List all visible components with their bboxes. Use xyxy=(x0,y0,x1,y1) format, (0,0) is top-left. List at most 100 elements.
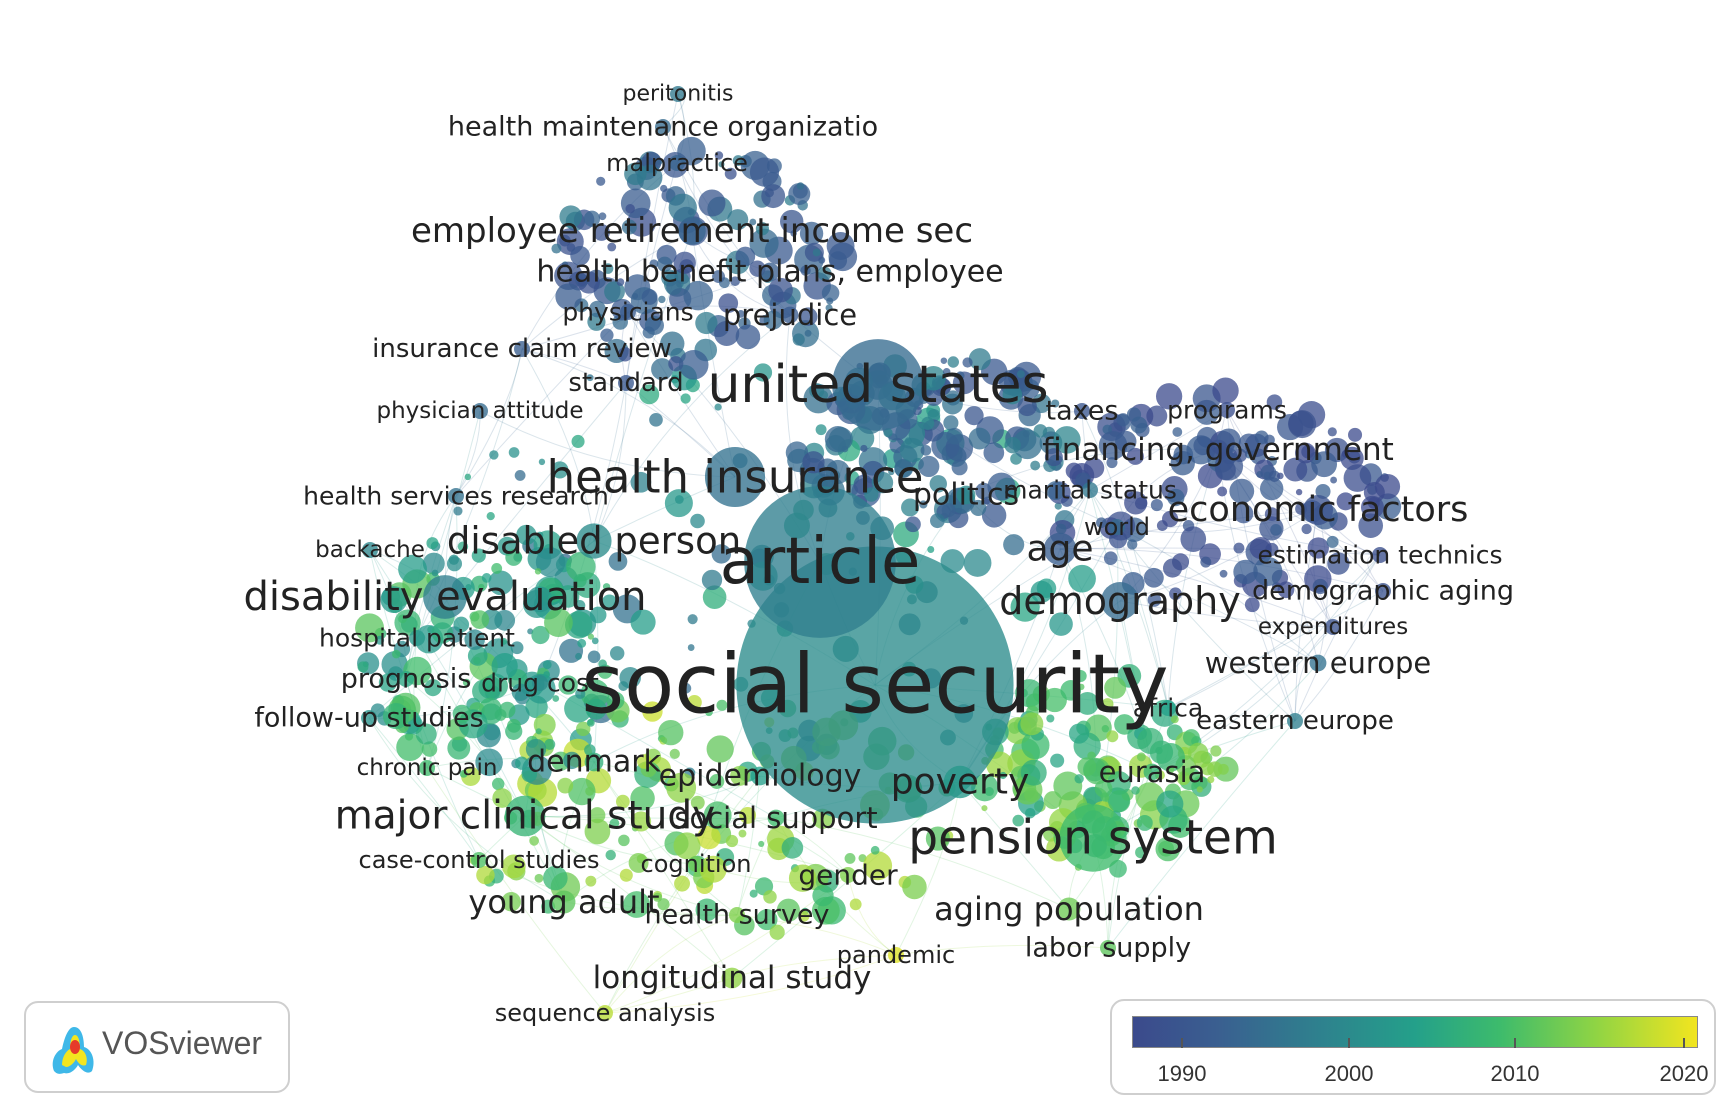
keyword-label[interactable]: gender xyxy=(798,858,898,892)
keyword-label[interactable]: chronic pain xyxy=(356,755,498,781)
keyword-label[interactable]: demographic aging xyxy=(1252,575,1514,607)
background-node xyxy=(544,738,556,750)
background-node xyxy=(394,609,421,636)
background-node xyxy=(668,193,697,222)
background-node xyxy=(963,549,992,577)
keyword-label[interactable]: malpractice xyxy=(606,149,748,177)
keyword-label[interactable]: cognition xyxy=(640,850,752,878)
background-node xyxy=(1301,523,1312,535)
scale-tick-label: 2010 xyxy=(1490,1061,1540,1086)
keyword-label[interactable]: standard xyxy=(568,368,684,398)
background-node xyxy=(714,403,722,411)
background-node xyxy=(510,641,524,655)
keyword-label[interactable]: politics xyxy=(912,477,1020,513)
link-line xyxy=(563,901,738,917)
keyword-label[interactable]: prejudice xyxy=(722,298,858,332)
keyword-label[interactable]: physicians xyxy=(562,297,694,327)
background-node xyxy=(589,300,606,318)
keyword-label[interactable]: united states xyxy=(707,355,1049,415)
background-node xyxy=(535,547,566,578)
background-node xyxy=(568,777,596,806)
background-node xyxy=(587,650,601,664)
keyword-label[interactable]: eastern europe xyxy=(1196,706,1394,736)
keyword-label[interactable]: poverty xyxy=(890,761,1030,803)
background-node xyxy=(690,513,705,529)
keyword-label[interactable]: health benefit plans, employee xyxy=(536,254,1004,290)
background-node xyxy=(491,562,503,574)
keyword-label[interactable]: eurasia xyxy=(1098,755,1206,789)
background-node xyxy=(1330,476,1338,484)
keyword-label[interactable]: case-control studies xyxy=(358,846,600,874)
keyword-label[interactable]: denmark xyxy=(527,744,661,780)
keyword-label[interactable]: prognosis xyxy=(340,663,472,695)
keyword-label[interactable]: hospital patient xyxy=(319,623,515,653)
keyword-label[interactable]: health insurance xyxy=(546,450,924,504)
background-node xyxy=(964,406,984,426)
keyword-node xyxy=(781,306,799,324)
background-node xyxy=(470,610,490,630)
keyword-label[interactable]: peritonitis xyxy=(622,81,734,107)
keyword-label[interactable]: epidemiology xyxy=(658,758,862,794)
keyword-label[interactable]: longitudinal study xyxy=(592,960,872,996)
keyword-label[interactable]: taxes xyxy=(1045,395,1119,427)
keyword-label[interactable]: health services research xyxy=(303,481,609,511)
keyword-label[interactable]: pension system xyxy=(908,810,1278,866)
keyword-label[interactable]: programs xyxy=(1167,395,1287,425)
keyword-label[interactable]: demography xyxy=(999,579,1241,623)
keyword-label[interactable]: financing, government xyxy=(1042,432,1394,468)
keyword-label[interactable]: follow-up studies xyxy=(254,702,484,734)
keyword-label[interactable]: africa xyxy=(1132,693,1204,723)
background-node xyxy=(534,873,544,883)
keyword-label[interactable]: sequence analysis xyxy=(494,999,716,1027)
background-node xyxy=(983,498,990,505)
background-node xyxy=(511,683,530,702)
keyword-label[interactable]: health survey xyxy=(644,899,830,931)
keyword-label[interactable]: disability evaluation xyxy=(243,574,647,620)
background-node xyxy=(618,681,629,692)
keyword-label[interactable]: employee retirement income sec xyxy=(410,211,974,251)
keyword-label[interactable]: pandemic xyxy=(836,941,956,969)
keyword-label[interactable]: estimation technics xyxy=(1257,540,1503,570)
keyword-label[interactable]: expenditures xyxy=(1257,614,1409,640)
keyword-label[interactable]: drug cost xyxy=(481,668,599,698)
keyword-label[interactable]: social support xyxy=(674,801,878,835)
background-node xyxy=(1207,761,1223,777)
background-node xyxy=(657,898,670,911)
keyword-label[interactable]: social security xyxy=(581,637,1169,733)
keyword-label[interactable]: disabled person xyxy=(446,519,742,563)
keyword-label[interactable]: young adult xyxy=(468,883,660,921)
background-node xyxy=(570,245,590,266)
keyword-node xyxy=(1207,439,1229,461)
background-node xyxy=(609,646,625,661)
background-node xyxy=(894,459,913,478)
keyword-label[interactable]: economic factors xyxy=(1167,490,1469,530)
link-line xyxy=(604,954,897,1014)
background-node xyxy=(1162,510,1179,528)
keyword-label[interactable]: health maintenance organizatio xyxy=(447,111,879,143)
keyword-label[interactable]: age xyxy=(1026,528,1094,570)
keyword-label[interactable]: article xyxy=(719,525,921,599)
background-node xyxy=(1116,413,1130,427)
background-node xyxy=(1155,383,1183,410)
keyword-label[interactable]: backache xyxy=(315,537,425,563)
keyword-label[interactable]: world xyxy=(1083,513,1151,541)
keyword-label[interactable]: aging population xyxy=(934,890,1204,928)
background-node xyxy=(945,390,961,406)
keyword-node xyxy=(704,446,766,508)
keyword-label[interactable]: major clinical study xyxy=(334,793,716,839)
keyword-node xyxy=(1160,700,1176,716)
link-line xyxy=(1294,509,1319,722)
keyword-label[interactable]: marital status xyxy=(1003,475,1177,505)
keyword-label[interactable]: western europe xyxy=(1204,646,1432,680)
background-node xyxy=(1083,758,1111,785)
background-node xyxy=(1106,457,1118,469)
background-node xyxy=(559,205,583,228)
keyword-node xyxy=(1325,619,1341,635)
background-node xyxy=(763,890,777,904)
keyword-label[interactable]: physician attitude xyxy=(376,398,584,424)
background-node xyxy=(1054,502,1062,510)
keyword-label[interactable]: labor supply xyxy=(1024,932,1192,964)
keyword-label[interactable]: insurance claim review xyxy=(372,334,672,364)
